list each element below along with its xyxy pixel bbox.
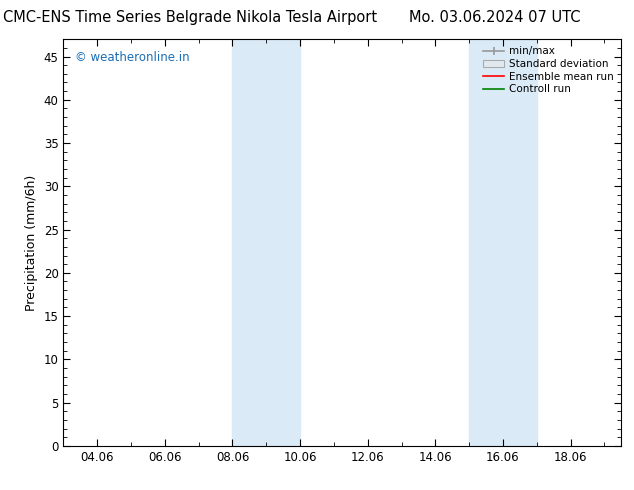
Text: © weatheronline.in: © weatheronline.in [75,51,189,64]
Bar [469,39,503,446]
Bar [233,39,266,446]
Bar [503,39,537,446]
Bar [266,39,300,446]
Text: CMC-ENS Time Series Belgrade Nikola Tesla Airport: CMC-ENS Time Series Belgrade Nikola Tesl… [3,10,377,25]
Y-axis label: Precipitation (mm/6h): Precipitation (mm/6h) [25,174,38,311]
Legend: min/max, Standard deviation, Ensemble mean run, Controll run: min/max, Standard deviation, Ensemble me… [481,45,616,97]
Text: Mo. 03.06.2024 07 UTC: Mo. 03.06.2024 07 UTC [409,10,580,25]
